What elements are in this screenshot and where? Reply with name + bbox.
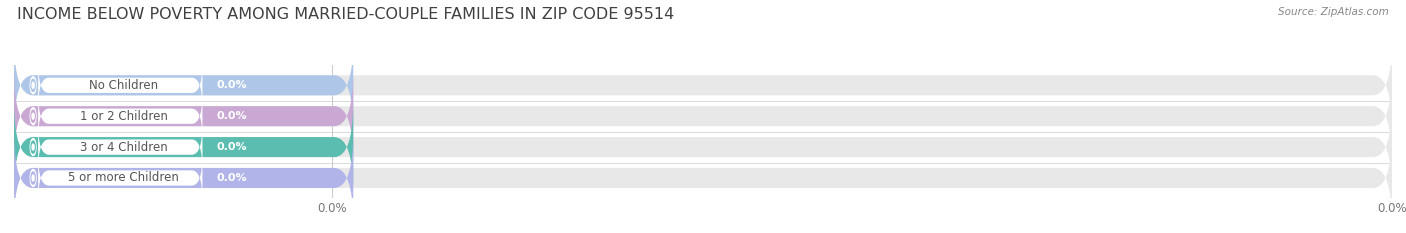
Text: No Children: No Children — [89, 79, 157, 92]
FancyBboxPatch shape — [38, 155, 202, 201]
Text: 5 or more Children: 5 or more Children — [67, 171, 179, 185]
Circle shape — [31, 110, 35, 122]
Text: 3 or 4 Children: 3 or 4 Children — [80, 140, 167, 154]
Circle shape — [31, 141, 35, 153]
Circle shape — [32, 144, 34, 150]
FancyBboxPatch shape — [14, 40, 1392, 131]
Circle shape — [31, 79, 35, 91]
Text: Source: ZipAtlas.com: Source: ZipAtlas.com — [1278, 7, 1389, 17]
FancyBboxPatch shape — [14, 71, 353, 162]
Text: 0.0%: 0.0% — [217, 111, 247, 121]
Circle shape — [31, 139, 37, 155]
FancyBboxPatch shape — [14, 102, 353, 193]
FancyBboxPatch shape — [14, 132, 1392, 223]
Text: 1 or 2 Children: 1 or 2 Children — [80, 110, 167, 123]
FancyBboxPatch shape — [14, 102, 1392, 193]
Circle shape — [31, 170, 37, 186]
FancyBboxPatch shape — [38, 124, 202, 170]
FancyBboxPatch shape — [14, 40, 353, 131]
Circle shape — [31, 172, 35, 184]
Text: 0.0%: 0.0% — [217, 173, 247, 183]
Text: 0.0%: 0.0% — [217, 142, 247, 152]
Circle shape — [32, 113, 34, 119]
Circle shape — [32, 175, 34, 181]
Circle shape — [31, 77, 37, 94]
FancyBboxPatch shape — [14, 71, 1392, 162]
FancyBboxPatch shape — [38, 62, 202, 109]
Text: 0.0%: 0.0% — [217, 80, 247, 90]
Circle shape — [32, 82, 34, 88]
Text: INCOME BELOW POVERTY AMONG MARRIED-COUPLE FAMILIES IN ZIP CODE 95514: INCOME BELOW POVERTY AMONG MARRIED-COUPL… — [17, 7, 673, 22]
FancyBboxPatch shape — [38, 93, 202, 140]
Circle shape — [31, 108, 37, 125]
FancyBboxPatch shape — [14, 132, 353, 223]
